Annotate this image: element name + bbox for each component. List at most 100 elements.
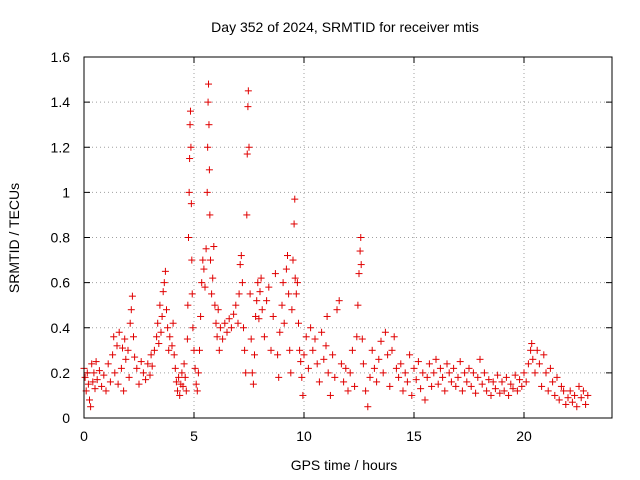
data-point: [535, 360, 543, 368]
data-point: [142, 376, 150, 384]
data-point: [573, 403, 581, 411]
data-point: [364, 403, 372, 411]
data-point: [246, 290, 254, 298]
data-point: [214, 306, 222, 314]
data-point: [480, 369, 488, 377]
data-point: [323, 312, 331, 320]
data-point: [285, 290, 293, 298]
data-point: [200, 265, 208, 273]
data-point: [174, 387, 181, 395]
x-axis-label: GPS time / hours: [291, 457, 398, 473]
data-point: [324, 369, 332, 377]
y-axis-label: SRMTID / TECUs: [6, 183, 22, 293]
data-point: [258, 306, 266, 314]
data-point: [331, 373, 339, 381]
y-tick-label: 1.4: [51, 94, 71, 110]
data-point: [320, 355, 328, 363]
data-point: [351, 382, 359, 390]
data-point: [212, 319, 220, 327]
data-point: [106, 378, 114, 386]
data-point: [235, 290, 243, 298]
data-point: [311, 335, 319, 343]
data-point: [191, 364, 199, 372]
data-point: [201, 283, 209, 291]
data-point: [87, 403, 95, 411]
data-point: [242, 369, 250, 377]
data-point: [428, 382, 436, 390]
data-point: [154, 319, 162, 327]
data-point: [564, 394, 572, 402]
data-point: [185, 188, 193, 196]
data-point: [307, 324, 315, 332]
data-point: [109, 351, 117, 359]
data-point: [295, 319, 302, 327]
data-point: [95, 367, 103, 375]
data-point: [91, 385, 99, 393]
x-tick-label: 10: [296, 428, 312, 444]
data-point: [425, 360, 433, 368]
data-point: [114, 380, 122, 388]
data-point: [179, 382, 187, 390]
data-point: [130, 333, 137, 341]
data-point: [566, 387, 574, 395]
data-point: [333, 306, 341, 314]
data-point: [90, 369, 98, 377]
data-point: [575, 382, 583, 390]
data-point: [133, 364, 141, 372]
data-point: [289, 256, 297, 264]
data-point: [121, 335, 129, 343]
data-point: [373, 378, 381, 386]
data-point: [119, 344, 126, 352]
data-point: [205, 121, 213, 129]
data-point: [225, 315, 233, 323]
data-point: [203, 188, 211, 196]
data-point: [257, 274, 265, 282]
data-point: [584, 391, 592, 399]
data-point: [390, 333, 398, 341]
data-point: [180, 360, 188, 368]
data-point: [206, 211, 214, 219]
data-point: [168, 342, 176, 350]
data-point: [357, 234, 365, 241]
data-point: [198, 279, 206, 287]
data-point: [379, 369, 387, 377]
data-point: [315, 378, 323, 386]
data-point: [356, 247, 364, 255]
grid: [84, 57, 612, 418]
data-point: [399, 387, 407, 395]
data-point: [392, 364, 400, 372]
data-point: [211, 301, 219, 309]
data-points: [80, 80, 592, 411]
data-point: [527, 346, 535, 354]
data-point: [355, 270, 363, 278]
data-point: [237, 252, 245, 260]
data-point: [181, 373, 189, 381]
y-tick-label: 1: [62, 184, 70, 200]
data-point: [144, 360, 152, 368]
data-point: [187, 143, 195, 151]
data-point: [128, 292, 136, 300]
data-point: [509, 385, 517, 393]
data-point: [202, 245, 210, 253]
data-point: [412, 376, 420, 384]
data-point: [150, 346, 158, 354]
data-point: [568, 398, 576, 406]
data-point: [348, 346, 356, 354]
data-point: [126, 319, 134, 327]
data-point: [485, 376, 493, 384]
data-point: [178, 369, 186, 377]
data-point: [135, 380, 143, 388]
data-point: [207, 256, 214, 264]
data-point: [183, 335, 191, 343]
data-point: [102, 387, 110, 395]
data-point: [245, 143, 253, 151]
data-point: [148, 362, 156, 370]
data-point: [293, 279, 301, 287]
data-point: [194, 369, 202, 377]
data-point: [89, 378, 97, 386]
data-point: [189, 324, 197, 332]
data-point: [528, 340, 536, 348]
data-point: [247, 335, 255, 343]
data-point: [290, 220, 298, 228]
data-point: [441, 387, 449, 395]
